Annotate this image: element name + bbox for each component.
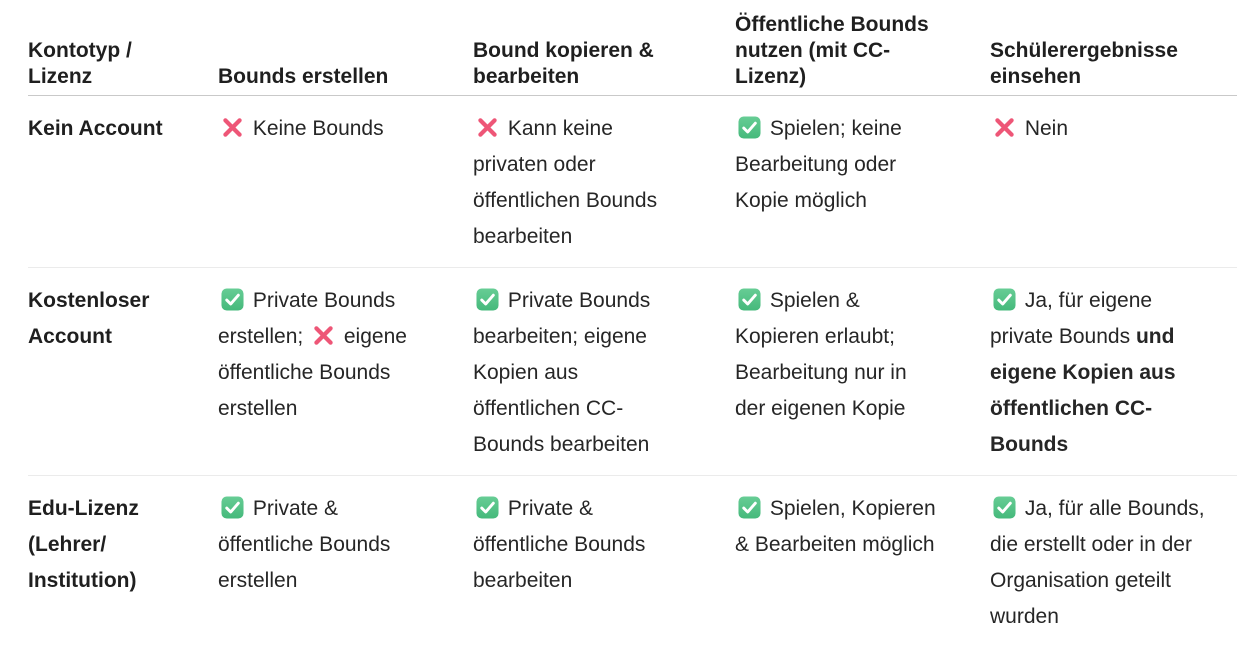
table-cell: Keine Bounds [218, 111, 473, 255]
table-cell: Spielen & Kopieren erlaubt; Bearbeitung … [735, 283, 990, 463]
check-icon [993, 491, 1016, 527]
cell-text: Private & öffentliche Bounds erstellen [218, 497, 391, 592]
cross-icon [312, 319, 335, 355]
cell-text: Private & öffentliche Bounds bearbeiten [473, 497, 646, 592]
cell-text: Keine Bounds [247, 117, 384, 140]
table-body: Kein Account Keine Bounds Kann keine pri… [28, 96, 1237, 647]
permissions-table: Kontotyp / Lizenz Bounds erstellen Bound k… [28, 12, 1237, 647]
table-cell: Ja, für alle Bounds, die erstellt oder i… [990, 491, 1237, 635]
table-cell: Ja, für eigene private Bounds und eigene… [990, 283, 1237, 463]
table-header-row: Kontotyp / Lizenz Bounds erstellen Bound k… [28, 12, 1237, 96]
cell-text: Kann keine privaten oder öffentlichen Bo… [473, 117, 658, 248]
cell-text: Ja, für alle Bounds, die erstellt oder i… [990, 497, 1205, 628]
table-row: Kein Account Keine Bounds Kann keine pri… [28, 96, 1237, 268]
check-icon [738, 491, 761, 527]
column-header-oeffentliche-bounds-nutzen: Öffentliche Bounds nutzen (mit CC- Lizen… [735, 13, 929, 88]
row-header: Edu-Lizenz (Lehrer/ Institution) [28, 497, 139, 592]
table-cell: Private Bounds bearbeiten; eigene Kopien… [473, 283, 735, 463]
check-icon [738, 111, 761, 147]
cell-text: Ja, für eigene private Bounds [990, 289, 1153, 348]
table-cell: Spielen; keine Bearbeitung oder Kopie mö… [735, 111, 990, 255]
cell-text: und eigene Kopien aus öffentlichen CC-Bo… [990, 325, 1176, 456]
check-icon [476, 283, 499, 319]
table-cell: Private & öffentliche Bounds bearbeiten [473, 491, 735, 635]
table-cell: Nein [990, 111, 1237, 255]
cell-text: eigene öffentliche Bounds erstellen [218, 325, 407, 420]
check-icon [738, 283, 761, 319]
check-icon [993, 283, 1016, 319]
check-icon [221, 283, 244, 319]
cross-icon [476, 111, 499, 147]
cross-icon [993, 111, 1016, 147]
cell-text: Spielen; keine Bearbeitung oder Kopie mö… [735, 117, 902, 212]
table-row: Kostenloser Account Private Bounds erste… [28, 268, 1237, 476]
cell-text: Nein [1019, 117, 1069, 140]
table-row: Edu-Lizenz (Lehrer/ Institution) Private… [28, 476, 1237, 647]
table-cell: Spielen, Kopieren & Bearbeiten möglich [735, 491, 990, 635]
check-icon [476, 491, 499, 527]
cell-text: Spielen & Kopieren erlaubt; Bearbeitung … [735, 289, 907, 420]
cross-icon [221, 111, 244, 147]
table-cell: Private & öffentliche Bounds erstellen [218, 491, 473, 635]
table-cell: Private Bounds erstellen; eigene öffentl… [218, 283, 473, 463]
column-header-schuelerergebnisse-einsehen: Schülerergebnisse einsehen [990, 39, 1178, 88]
cell-text: Private Bounds bearbeiten; eigene Kopien… [473, 289, 651, 456]
row-header: Kein Account [28, 117, 163, 140]
check-icon [221, 491, 244, 527]
table-cell: Kann keine privaten oder öffentlichen Bo… [473, 111, 735, 255]
row-header: Kostenloser Account [28, 289, 150, 348]
column-header-bounds-erstellen: Bounds erstellen [218, 65, 389, 88]
column-header-kontotyp: Kontotyp / Lizenz [28, 39, 132, 88]
column-header-bound-kopieren-bearbeiten: Bound kopieren & bearbeiten [473, 39, 654, 88]
cell-text: Spielen, Kopieren & Bearbeiten möglich [735, 497, 936, 556]
cell-text: Private Bounds erstellen; [218, 289, 396, 348]
